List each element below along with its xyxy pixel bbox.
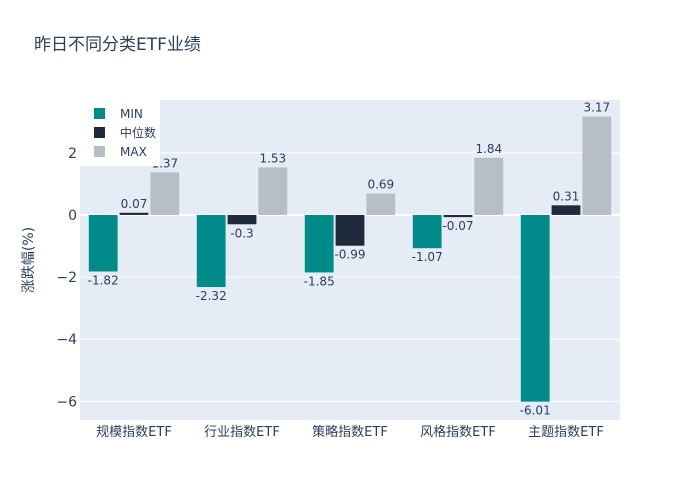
data-label: -0.3 <box>230 226 253 240</box>
x-tick-label: 风格指数ETF <box>420 424 496 440</box>
data-label: 0.07 <box>121 197 148 211</box>
data-label: 1.84 <box>475 142 502 156</box>
data-label: -0.99 <box>334 248 365 262</box>
axes: 2 0 −2 −4 −6 规模指数ETF 行业指数ETF 策略指数ETF 风格指数ETF 主题指数… <box>56 146 603 440</box>
legend-box <box>80 100 160 166</box>
data-label: 0.69 <box>367 178 394 192</box>
legend-swatch[interactable] <box>94 108 105 119</box>
data-label: -1.85 <box>304 274 335 288</box>
y-tick-label: −2 <box>56 270 77 286</box>
y-tick-label: −4 <box>56 332 77 348</box>
bar-1[interactable] <box>335 214 365 246</box>
bar-0[interactable] <box>196 214 226 288</box>
x-tick-label: 行业指数ETF <box>204 425 280 440</box>
bar-0[interactable] <box>88 214 118 272</box>
bar-2[interactable] <box>258 167 288 215</box>
y-axis-title: 涨跌幅(%) <box>21 227 37 293</box>
legend-swatch[interactable] <box>94 146 105 157</box>
legend-label[interactable]: MAX <box>120 145 147 159</box>
bar-1[interactable] <box>551 205 581 215</box>
bar-1[interactable] <box>119 212 149 215</box>
bars <box>88 116 612 402</box>
y-tick-label: −6 <box>56 394 77 410</box>
bar-2[interactable] <box>366 193 396 215</box>
bar-2[interactable] <box>474 157 504 215</box>
bar-0[interactable] <box>304 214 334 273</box>
x-tick-label: 规模指数ETF <box>96 425 172 440</box>
y-tick-label: 0 <box>68 208 77 224</box>
bar-2[interactable] <box>582 116 612 215</box>
data-label: -1.07 <box>412 250 443 264</box>
data-label: -6.01 <box>520 404 551 418</box>
data-label: 0.31 <box>553 189 580 203</box>
y-tick-label: 2 <box>68 146 77 162</box>
bar-0[interactable] <box>412 214 442 249</box>
x-tick-label: 策略指数ETF <box>312 424 388 440</box>
legend-label[interactable]: MIN <box>120 107 143 121</box>
bar-1[interactable] <box>227 214 257 225</box>
x-tick-label: 主题指数ETF <box>528 425 604 440</box>
data-label: -1.82 <box>88 273 119 287</box>
legend[interactable]: MIN 中位数 MAX <box>80 100 160 166</box>
chart-title: 昨日不同分类ETF业绩 <box>34 35 201 55</box>
data-label: -2.32 <box>196 289 227 303</box>
bar-2[interactable] <box>150 172 180 215</box>
legend-swatch[interactable] <box>94 127 105 138</box>
bar-0[interactable] <box>520 214 550 402</box>
data-label: 1.53 <box>259 151 286 165</box>
bar-1[interactable] <box>443 214 473 218</box>
data-label: 3.17 <box>583 100 610 114</box>
data-label: -0.07 <box>442 219 473 233</box>
legend-label[interactable]: 中位数 <box>120 125 156 140</box>
